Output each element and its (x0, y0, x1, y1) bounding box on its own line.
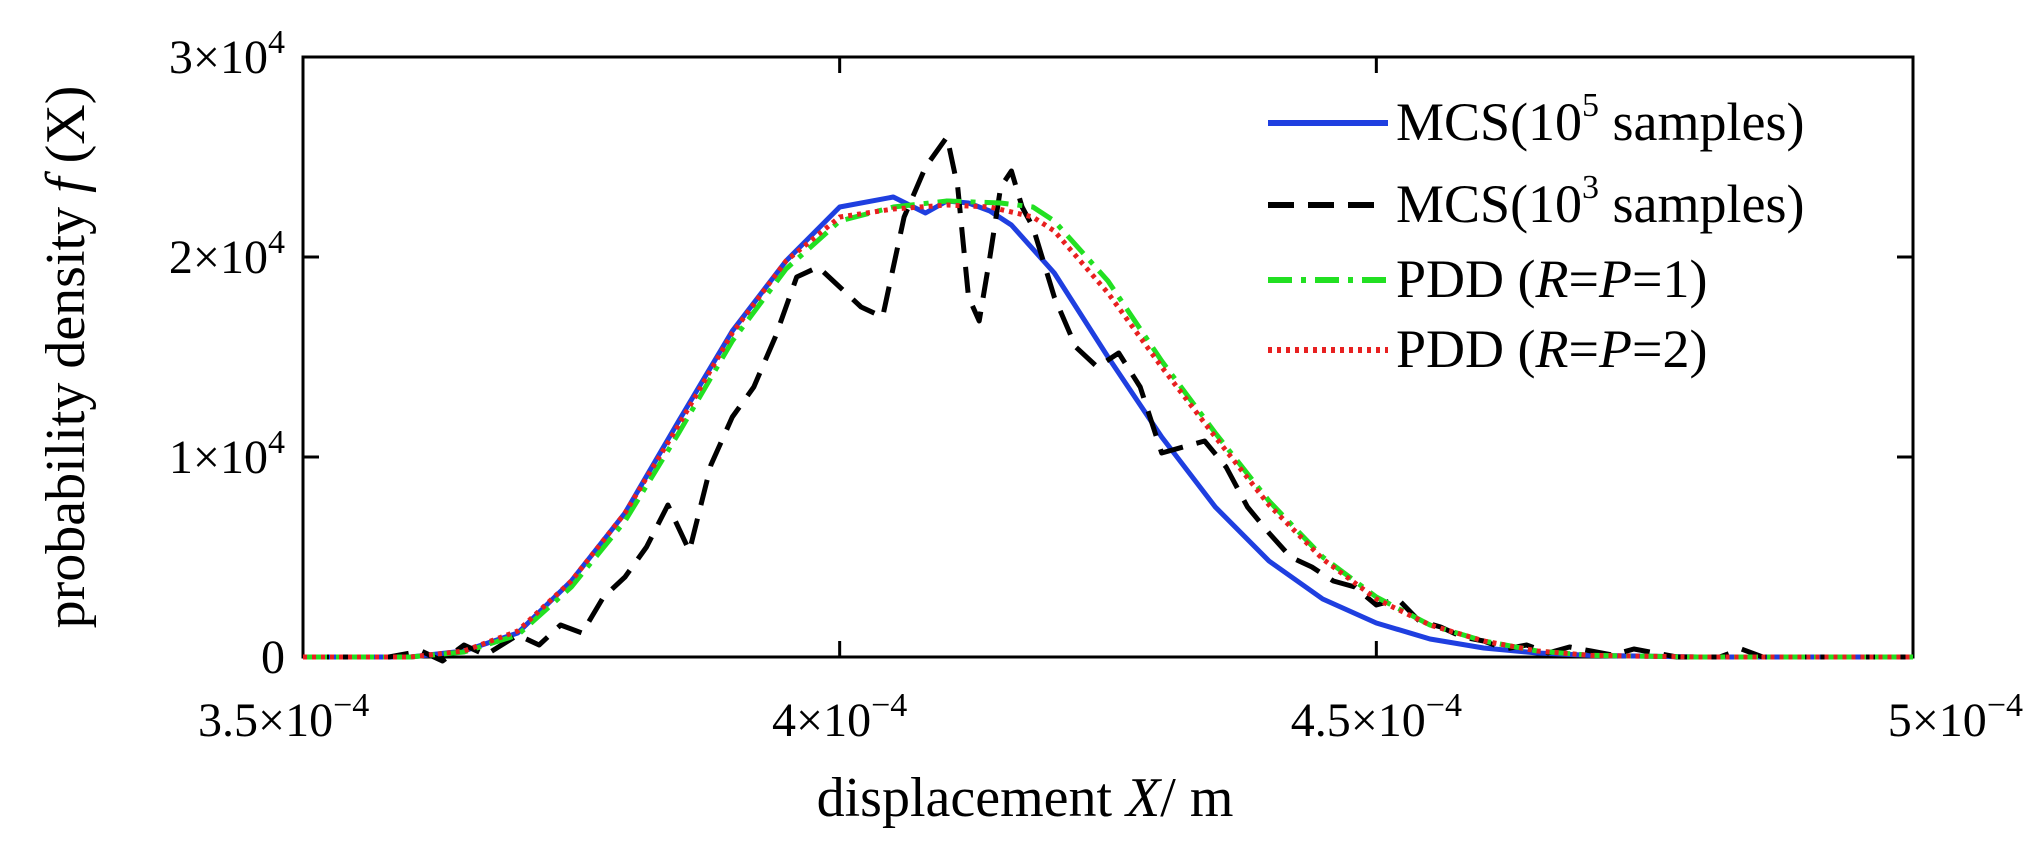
x-tick-label: 4.5×10−4 (1291, 687, 1462, 747)
x-tick-label: 5×10−4 (1888, 687, 2023, 747)
series-line-1 (303, 194, 1913, 660)
y-tick-label: 1×104 (169, 424, 285, 484)
legend: MCS(105 samples) MCS(103 samples) PDD (R=P… (1268, 87, 1805, 379)
series-line-3 (303, 198, 1913, 660)
x-tick-label: 4×10−4 (772, 687, 907, 747)
y-tick-label: 3×104 (169, 24, 285, 84)
y-tick-label: 2×104 (169, 224, 285, 284)
axis-ticks: 3.5×10−4 4×10−4 4.5×10−4 5×10−4 0 1×104 2×104 3… (169, 24, 2023, 747)
y-axis-title: probability density f (X) (35, 86, 97, 629)
legend-label-3: PDD (R=P=1) (1396, 249, 1707, 309)
x-axis-title: displacement X/ m (817, 767, 1234, 829)
y-tick-label: 0 (261, 631, 285, 684)
legend-label-2: MCS(103 samples) (1396, 169, 1805, 234)
x-tick-label: 3.5×10−4 (198, 687, 369, 747)
plot-frame (301, 55, 1915, 659)
legend-label-4: PDD (R=P=2) (1396, 319, 1707, 379)
legend-label-1: MCS(105 samples) (1396, 87, 1805, 152)
series-layer (303, 134, 1913, 664)
